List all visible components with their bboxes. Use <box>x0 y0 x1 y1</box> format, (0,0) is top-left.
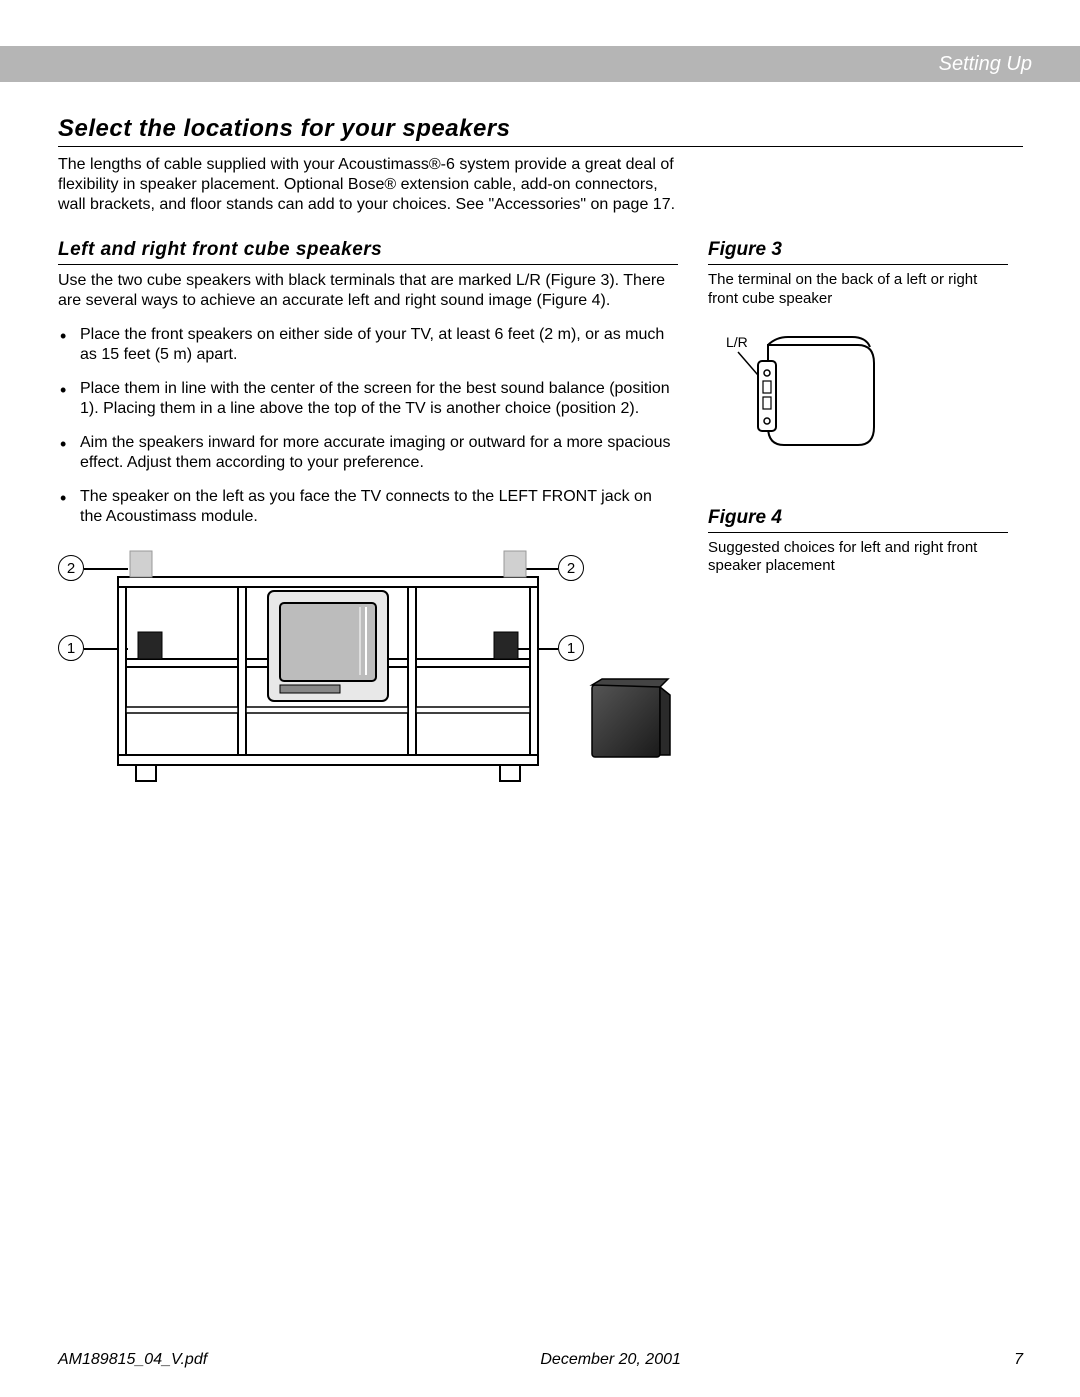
figure-4-block: Figure 4 Suggested choices for left and … <box>708 507 1008 577</box>
sub-heading: Left and right front cube speakers <box>58 239 678 261</box>
bullet-item: Place the front speakers on either side … <box>80 325 678 365</box>
figure-4-caption: Suggested choices for left and right fro… <box>708 539 1008 577</box>
figure-4-rule <box>708 532 1008 533</box>
figure-3-caption: The terminal on the back of a left or ri… <box>708 271 1008 309</box>
callout-number: 2 <box>567 560 575 577</box>
two-column-layout: Left and right front cube speakers Use t… <box>58 239 1023 807</box>
page-footer: AM189815_04_V.pdf December 20, 2001 7 <box>58 1351 1023 1369</box>
heading-rule <box>58 146 1023 147</box>
header-bar: Setting Up <box>0 46 1080 82</box>
footer-filename: AM189815_04_V.pdf <box>58 1351 207 1369</box>
terminal-label: L/R <box>726 334 748 350</box>
bullet-item: Aim the speakers inward for more accurat… <box>80 433 678 473</box>
bullet-item: Place them in line with the center of th… <box>80 379 678 419</box>
footer-page-number: 7 <box>1014 1351 1023 1369</box>
figure-3-block: Figure 3 The terminal on the back of a l… <box>708 239 1008 457</box>
figure-3-rule <box>708 264 1008 265</box>
header-section-label: Setting Up <box>939 53 1032 76</box>
callout-number: 2 <box>67 560 75 577</box>
callout-circle: 1 <box>58 635 84 661</box>
callout-circle: 2 <box>58 555 84 581</box>
figure-4-label: Figure 4 <box>708 507 1008 529</box>
right-column: Figure 3 The terminal on the back of a l… <box>708 239 1008 807</box>
sub-intro: Use the two cube speakers with black ter… <box>58 271 678 311</box>
figure-3-label: Figure 3 <box>708 239 1008 261</box>
callout-number: 1 <box>567 640 575 657</box>
bullet-item: The speaker on the left as you face the … <box>80 487 678 527</box>
footer-date: December 20, 2001 <box>540 1351 681 1369</box>
page-content: Select the locations for your speakers T… <box>58 115 1023 807</box>
figure-4-diagram: 2 1 2 1 <box>58 547 658 807</box>
callout-number: 1 <box>67 640 75 657</box>
intro-paragraph: The lengths of cable supplied with your … <box>58 155 678 215</box>
bullet-list: Place the front speakers on either side … <box>58 325 678 527</box>
speaker-terminal-icon: L/R <box>708 327 888 457</box>
tv-stand-icon <box>108 547 568 787</box>
sub-heading-rule <box>58 264 678 265</box>
cube-speaker-icon <box>588 677 678 767</box>
left-column: Left and right front cube speakers Use t… <box>58 239 678 807</box>
main-heading: Select the locations for your speakers <box>58 115 1023 143</box>
